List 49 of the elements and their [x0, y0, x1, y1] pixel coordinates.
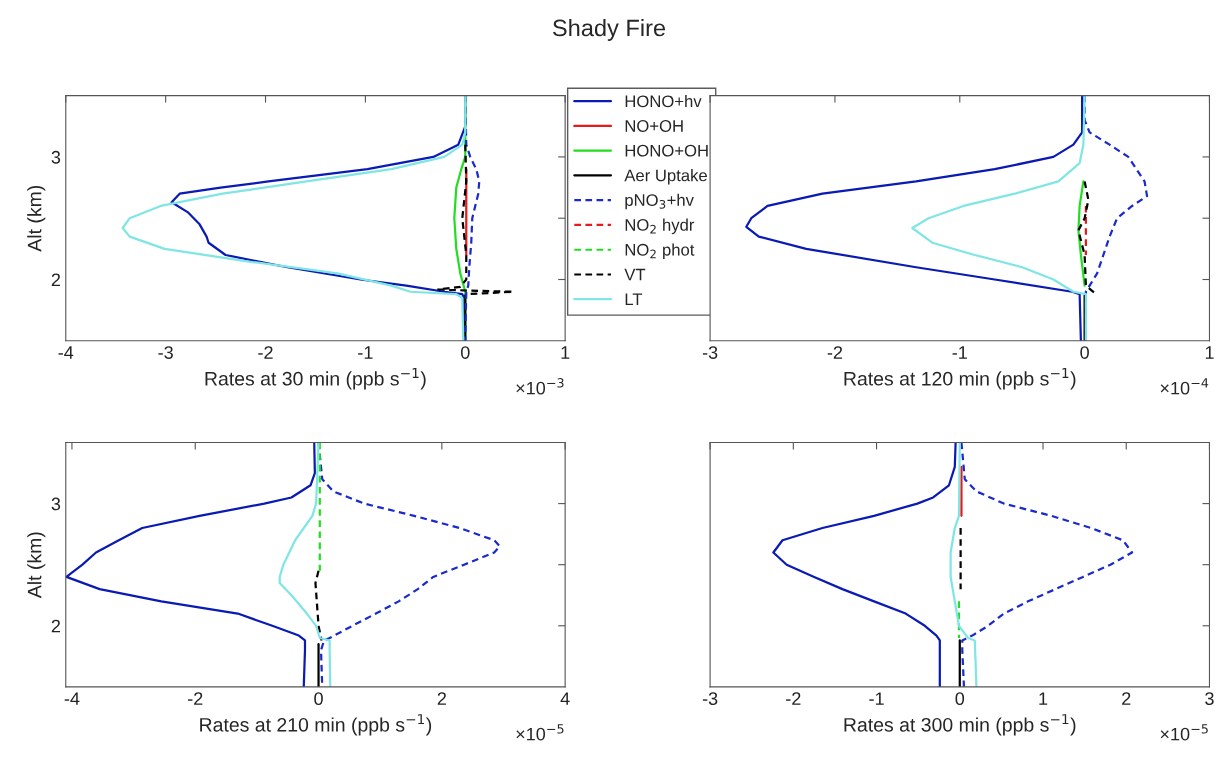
- x-axis-title: Rates at 300 min (ppb s$^{−1}$): [844, 714, 1076, 736]
- text: ×10$^{−5}$: [516, 724, 564, 741]
- legend-label: NO+OH: [625, 120, 683, 132]
- y-axis-title: Alt (km): [27, 532, 46, 599]
- text: ×10$^{−5}$: [1160, 724, 1208, 741]
- x-tick-label: -2: [827, 346, 843, 359]
- legend-label: pNO$_{3}$+hv: [625, 193, 694, 210]
- x-tick-label: -3: [158, 346, 173, 359]
- x-axis-title: Rates at 120 min (ppb s$^{−1}$): [844, 368, 1076, 390]
- x-axis-title: Rates at 30 min (ppb s$^{−1}$): [205, 368, 426, 390]
- y-tick-label: 3: [51, 150, 61, 164]
- legend-label: NO$_{2}$ phot: [625, 243, 695, 259]
- line-series: [278, 442, 332, 687]
- x-tick-label: -1: [952, 346, 967, 359]
- y-tick-label: 3: [51, 497, 61, 511]
- x-tick-label: 4: [560, 692, 570, 705]
- x-tick-label: 1: [1205, 346, 1214, 359]
- x-axis-title: Rates at 210 min (ppb s$^{−1}$): [200, 714, 432, 736]
- line-series: [314, 569, 323, 642]
- x-tick-label: 0: [314, 692, 323, 706]
- x-tick-label: 1: [1039, 692, 1048, 705]
- x-tick-label: 2: [1122, 692, 1131, 705]
- legend-label: HONO+hv: [625, 94, 702, 108]
- legend-label: HONO+OH: [625, 144, 708, 157]
- x-tick-label: -4: [58, 346, 74, 359]
- x-tick-label: 0: [955, 692, 965, 706]
- legend-label: NO$_{2}$ hydr: [625, 218, 695, 235]
- x-tick-label: 0: [460, 346, 470, 359]
- text: ×10$^{−3}$: [516, 378, 564, 395]
- x-tick-label: 3: [1205, 692, 1214, 706]
- x-tick-label: -4: [64, 692, 80, 705]
- x-tick-label: 1: [561, 346, 570, 359]
- x-tick-label: -2: [258, 346, 273, 359]
- x-tick-label: -1: [358, 346, 373, 359]
- text: ×10$^{−4}$: [1160, 378, 1209, 395]
- x-tick-label: -2: [786, 692, 801, 705]
- x-tick-label: -1: [869, 692, 884, 705]
- legend-label: Aer Uptake: [624, 169, 707, 185]
- x-tick-label: -3: [702, 346, 718, 359]
- x-tick-label: 0: [1080, 346, 1089, 359]
- legend-label: LT: [625, 293, 643, 306]
- y-tick-label: 2: [51, 619, 61, 633]
- x-tick-label: 2: [437, 692, 446, 705]
- x-tick-label: -3: [702, 692, 718, 706]
- legend-label: VT: [624, 268, 646, 281]
- chart-title: Shady Fire: [552, 18, 666, 41]
- x-tick-label: -2: [188, 692, 203, 705]
- y-tick-label: 2: [51, 273, 61, 287]
- y-axis-title: Alt (km): [27, 185, 46, 252]
